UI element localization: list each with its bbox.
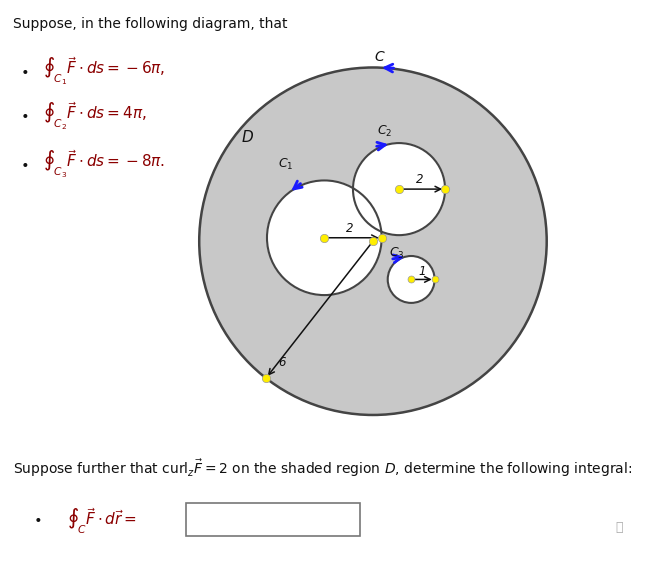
Text: $D$: $D$	[241, 129, 254, 145]
Text: $C_2$: $C_2$	[378, 124, 393, 139]
Circle shape	[388, 256, 435, 303]
Text: 2: 2	[346, 222, 354, 234]
Text: Suppose, in the following diagram, that: Suppose, in the following diagram, that	[13, 17, 288, 31]
Text: $\oint_C \vec{F} \cdot d\vec{r} = $: $\oint_C \vec{F} \cdot d\vec{r} = $	[67, 506, 137, 536]
Text: 1: 1	[418, 265, 426, 278]
Text: $\oint_{C_3} \vec{F} \cdot ds = -8\pi.$: $\oint_{C_3} \vec{F} \cdot ds = -8\pi.$	[43, 148, 166, 180]
Text: $C_3$: $C_3$	[390, 246, 405, 261]
Text: $C_1$: $C_1$	[278, 157, 294, 172]
Circle shape	[199, 67, 547, 415]
FancyBboxPatch shape	[186, 503, 360, 536]
Text: 2: 2	[416, 173, 424, 186]
Circle shape	[267, 181, 382, 295]
Text: $\bullet$: $\bullet$	[20, 108, 29, 122]
Text: Suppose further that $\mathrm{curl}_z \vec{F} = 2$ on the shaded region $D$, det: Suppose further that $\mathrm{curl}_z \v…	[13, 458, 633, 480]
Text: 🔍: 🔍	[615, 521, 623, 534]
Text: $\bullet$: $\bullet$	[20, 63, 29, 77]
Text: $\bullet$: $\bullet$	[33, 511, 42, 525]
Text: $\bullet$: $\bullet$	[20, 155, 29, 169]
Text: $C$: $C$	[374, 50, 386, 64]
Text: $\oint_{C_2} \vec{F} \cdot ds = 4\pi,$: $\oint_{C_2} \vec{F} \cdot ds = 4\pi,$	[43, 100, 147, 131]
Text: 6: 6	[278, 356, 286, 369]
Text: $\oint_{C_1} \vec{F} \cdot ds = -6\pi,$: $\oint_{C_1} \vec{F} \cdot ds = -6\pi,$	[43, 56, 166, 87]
Circle shape	[353, 143, 445, 235]
